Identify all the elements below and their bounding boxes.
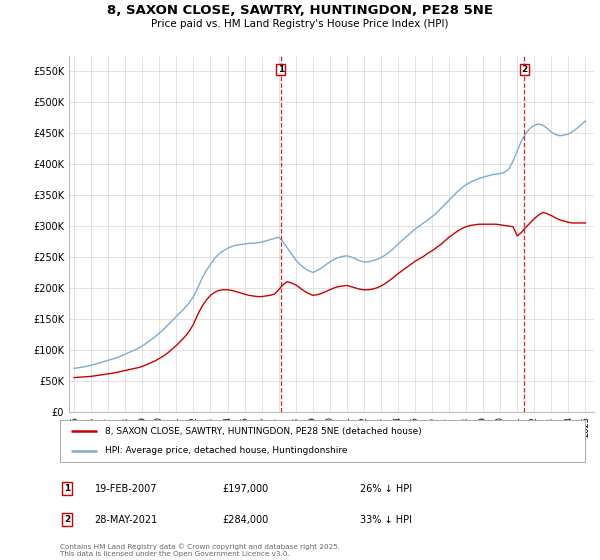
Text: 2: 2 (521, 65, 527, 74)
Text: 1: 1 (278, 65, 284, 74)
Text: Contains HM Land Registry data © Crown copyright and database right 2025.
This d: Contains HM Land Registry data © Crown c… (60, 544, 340, 557)
Text: 8, SAXON CLOSE, SAWTRY, HUNTINGDON, PE28 5NE: 8, SAXON CLOSE, SAWTRY, HUNTINGDON, PE28… (107, 4, 493, 17)
Text: £197,000: £197,000 (223, 484, 269, 494)
Text: 28-MAY-2021: 28-MAY-2021 (94, 515, 158, 525)
Text: Price paid vs. HM Land Registry's House Price Index (HPI): Price paid vs. HM Land Registry's House … (151, 19, 449, 29)
Text: HPI: Average price, detached house, Huntingdonshire: HPI: Average price, detached house, Hunt… (104, 446, 347, 455)
Text: 1: 1 (64, 484, 70, 493)
Text: 2: 2 (64, 515, 70, 524)
Text: 19-FEB-2007: 19-FEB-2007 (95, 484, 157, 494)
Text: 33% ↓ HPI: 33% ↓ HPI (360, 515, 412, 525)
Text: £284,000: £284,000 (223, 515, 269, 525)
Text: 26% ↓ HPI: 26% ↓ HPI (360, 484, 412, 494)
Text: 8, SAXON CLOSE, SAWTRY, HUNTINGDON, PE28 5NE (detached house): 8, SAXON CLOSE, SAWTRY, HUNTINGDON, PE28… (104, 427, 421, 436)
